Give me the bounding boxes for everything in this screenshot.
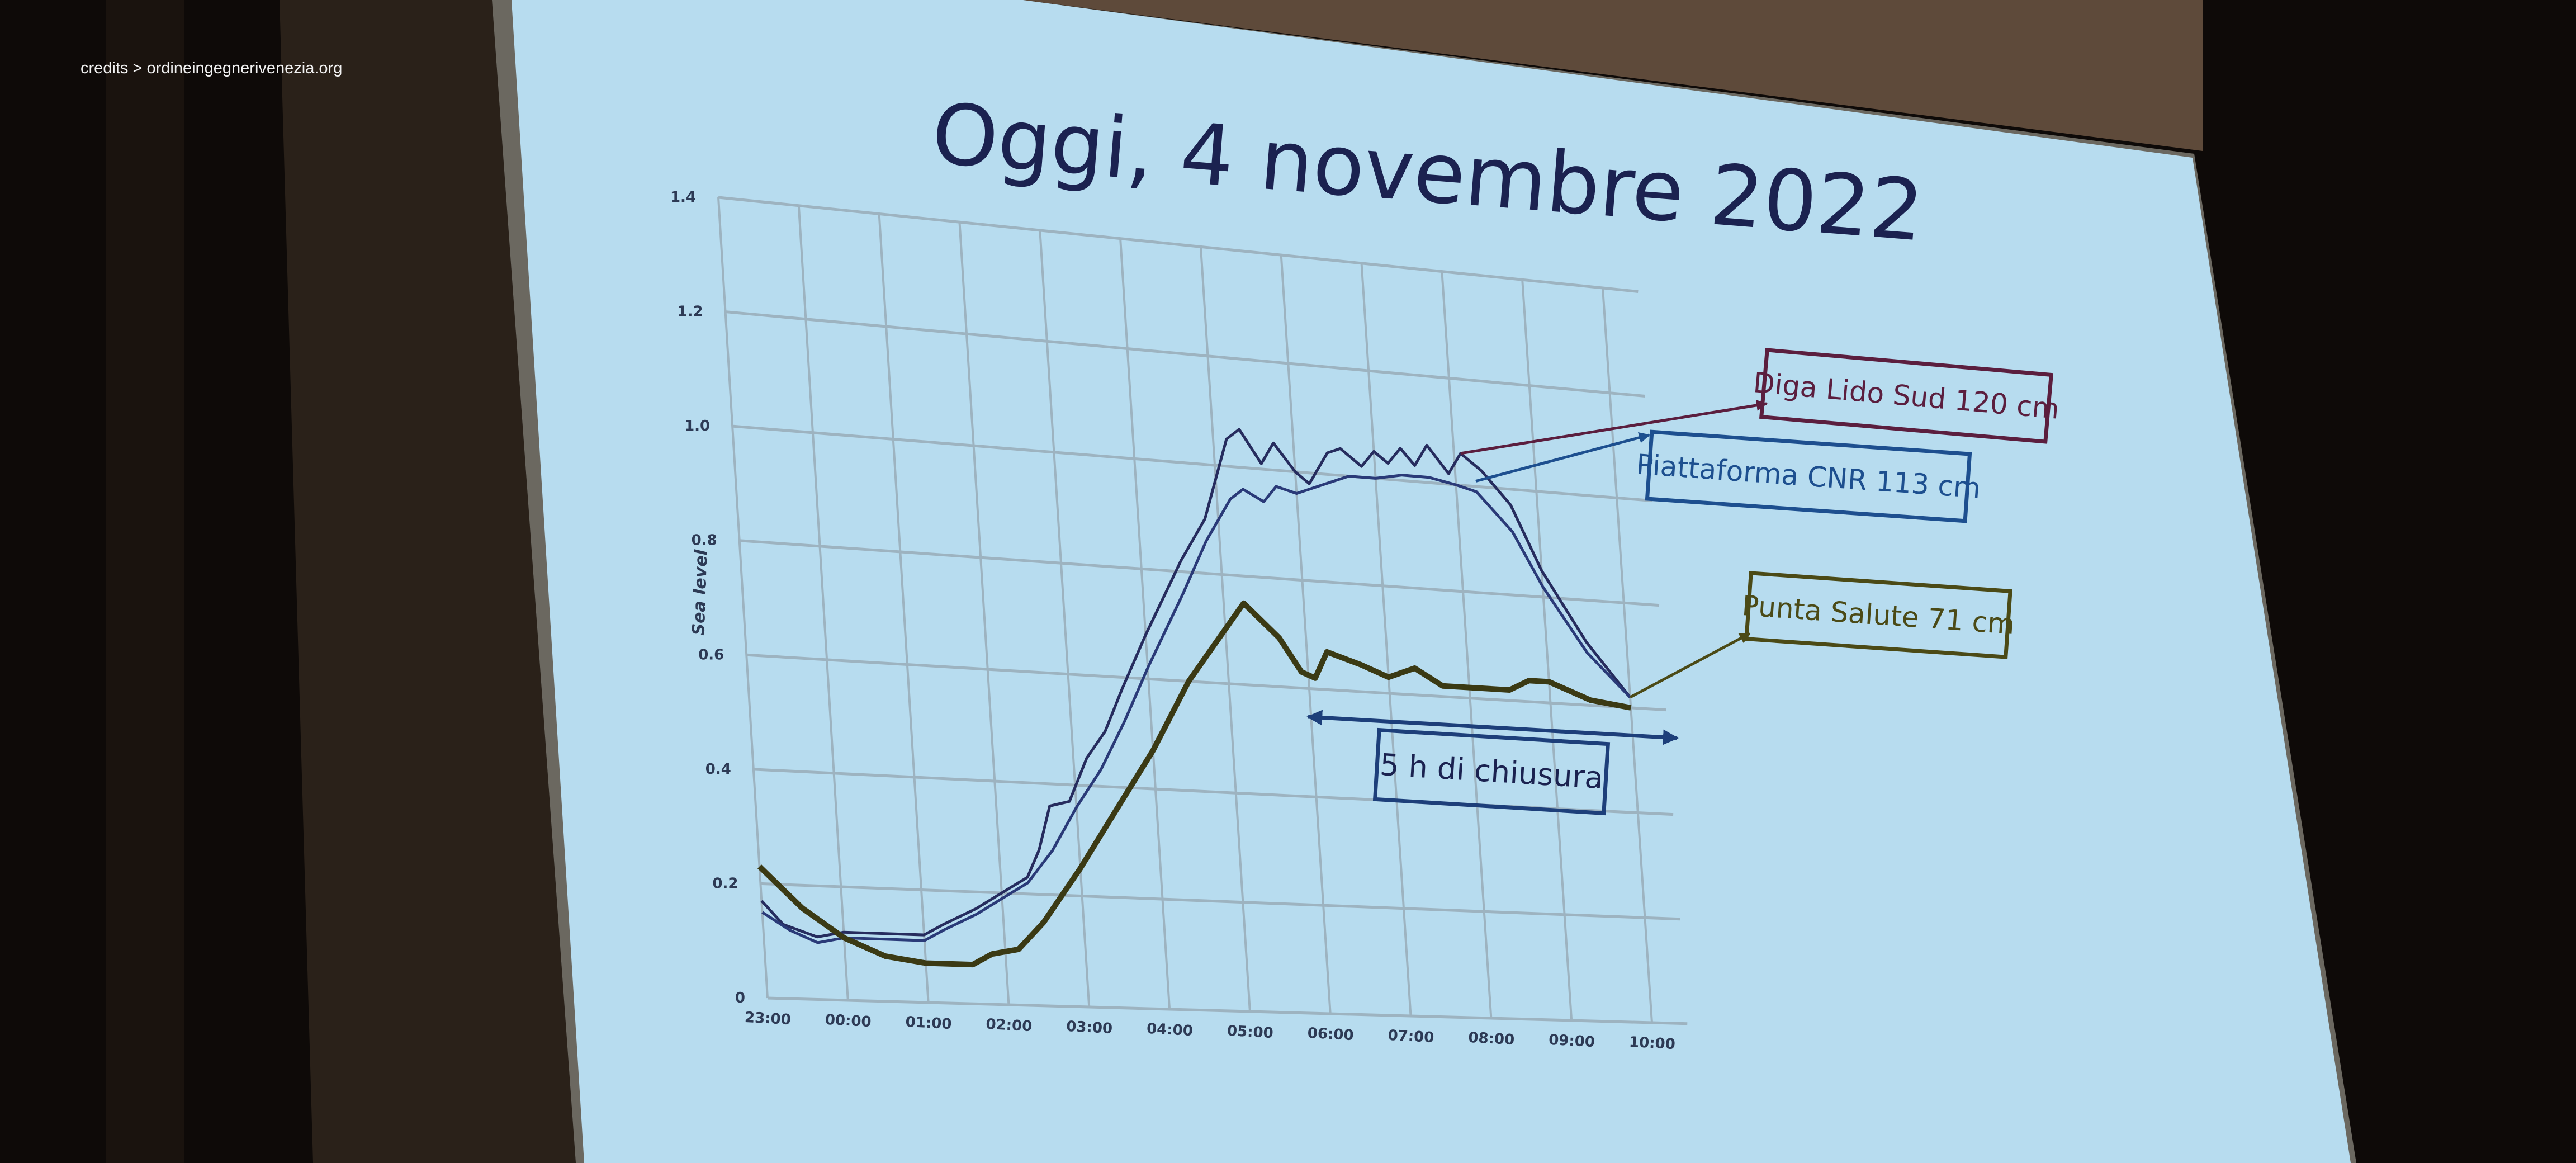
- label-diga-lido-sud-arrow: [1460, 400, 1768, 455]
- curtain-frame: [106, 0, 184, 1163]
- wall-panel: [280, 0, 576, 1163]
- x-tick-label: 23:00: [744, 1009, 791, 1028]
- y-tick-label: 0.6: [698, 646, 724, 663]
- y-gridline: [732, 424, 1652, 503]
- x-gridline: [797, 205, 849, 1001]
- x-gridline: [958, 222, 1010, 1005]
- y-tick-label: 0.4: [705, 761, 731, 778]
- series-diga-lido-sud: [760, 428, 1631, 939]
- y-tick-label: 1.2: [678, 304, 703, 320]
- x-tick-label: 10:00: [1628, 1034, 1675, 1053]
- x-gridline: [878, 214, 930, 1003]
- y-tick-label: 1.0: [684, 418, 710, 434]
- y-tick-label: 1.4: [670, 189, 696, 206]
- x-tick-label: 05:00: [1227, 1023, 1273, 1042]
- x-gridline: [1521, 280, 1573, 1021]
- x-tick-label: 03:00: [1066, 1018, 1113, 1037]
- label-piattaforma-cnr-box: [1645, 429, 1972, 523]
- slide: [512, 0, 2351, 1163]
- y-tick-label: 0.2: [712, 875, 738, 892]
- x-tick-label: 04:00: [1146, 1020, 1193, 1039]
- x-gridline: [1280, 254, 1332, 1014]
- x-tick-label: 02:00: [986, 1016, 1033, 1035]
- y-gridline: [760, 882, 1680, 921]
- closure-box: [1372, 727, 1611, 816]
- y-tick-label: 0: [735, 990, 745, 1006]
- wall-above-screen: [1023, 0, 2203, 151]
- label-punta-salute-arrow: [1629, 632, 1751, 699]
- label-punta-salute-box: [1744, 571, 2012, 659]
- x-gridline: [1602, 287, 1653, 1023]
- y-gridline: [746, 653, 1666, 712]
- series-punta-salute: [757, 600, 1632, 968]
- y-gridline: [767, 996, 1688, 1025]
- credits-caption: credits > ordineingegnerivenezia.org: [80, 59, 343, 77]
- x-tick-label: 06:00: [1307, 1025, 1354, 1044]
- x-gridline: [717, 197, 769, 999]
- closure-arrow: [1306, 710, 1679, 745]
- x-gridline: [1360, 263, 1412, 1017]
- y-gridline: [725, 310, 1646, 398]
- y-tick-label: 0.8: [692, 532, 717, 549]
- series-piattaforma-cnr: [761, 474, 1631, 944]
- x-gridline: [1119, 238, 1171, 1010]
- label-diga-lido-sud-box: [1759, 348, 2054, 444]
- x-gridline: [1441, 271, 1493, 1019]
- x-tick-label: 00:00: [825, 1011, 872, 1030]
- x-gridline: [1039, 230, 1091, 1008]
- x-tick-label: 08:00: [1468, 1029, 1515, 1048]
- x-tick-label: 09:00: [1548, 1032, 1595, 1051]
- y-axis-label: Sea level: [689, 549, 711, 636]
- x-tick-label: 07:00: [1388, 1027, 1434, 1046]
- label-piattaforma-cnr-arrow: [1475, 432, 1650, 483]
- y-gridline: [739, 539, 1660, 607]
- x-tick-label: 01:00: [905, 1014, 952, 1033]
- y-gridline: [718, 196, 1639, 293]
